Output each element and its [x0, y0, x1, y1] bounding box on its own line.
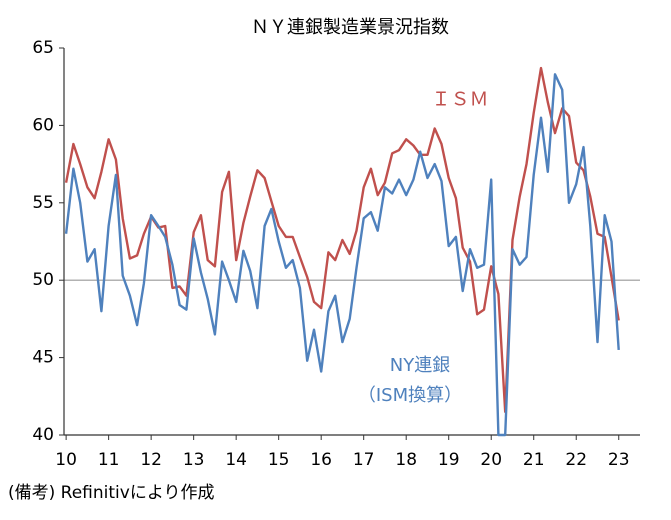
x-tick-label: 15: [268, 450, 290, 470]
x-tick-label: 10: [55, 450, 77, 470]
x-tick-label: 13: [183, 450, 205, 470]
y-tick-label: 40: [32, 425, 54, 445]
annotation: NY連銀: [390, 355, 450, 376]
annotation: （ISM換算）: [358, 385, 462, 406]
x-tick-label: 11: [98, 450, 120, 470]
x-tick-label: 16: [310, 450, 332, 470]
y-tick-label: 50: [32, 270, 54, 290]
x-tick-label: 17: [353, 450, 375, 470]
x-tick-label: 12: [140, 450, 162, 470]
source-note: (備考) Refinitivにより作成: [8, 483, 215, 503]
y-tick-label: 45: [32, 348, 54, 368]
x-tick-label: 18: [395, 450, 417, 470]
x-tick-label: 23: [608, 450, 630, 470]
y-tick-label: 55: [32, 193, 54, 213]
x-tick-label: 21: [523, 450, 545, 470]
x-tick-label: 19: [438, 450, 460, 470]
y-tick-label: 60: [32, 115, 54, 135]
series-line: [64, 73, 620, 437]
x-tick-label: 22: [565, 450, 587, 470]
annotation: ＩＳＭ: [431, 89, 488, 111]
chart-title: ＮＹ連銀製造業景況指数: [251, 17, 449, 38]
x-tick-label: 20: [480, 450, 502, 470]
x-tick-label: 14: [225, 450, 247, 470]
y-tick-label: 65: [32, 38, 54, 58]
